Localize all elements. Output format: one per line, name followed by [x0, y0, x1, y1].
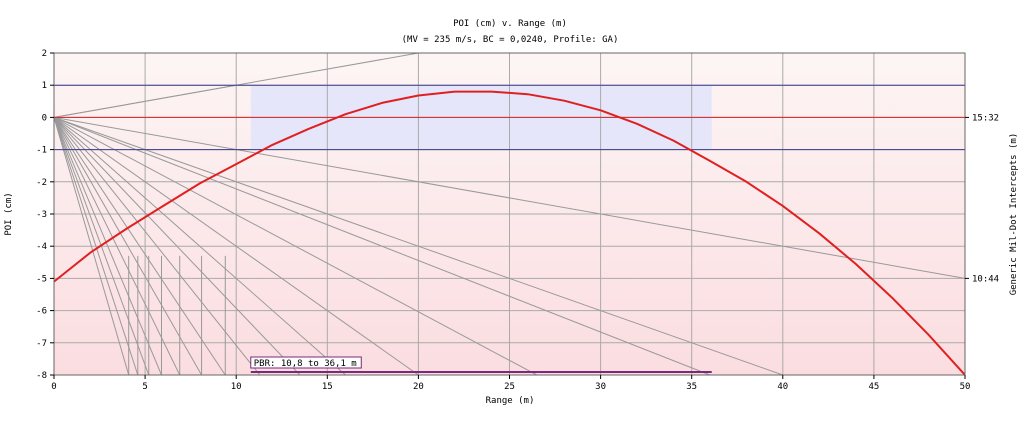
y-tick-label: -4 — [36, 242, 47, 252]
mil-dot-line — [54, 116, 419, 375]
mil-dot-line — [54, 84, 237, 118]
mil-dot-line — [54, 117, 181, 375]
mil-dot-line — [54, 117, 301, 375]
mil-dot-line — [54, 117, 346, 375]
axis-ticks: 0 5 10 15 20 25 30 35 40 45 50210-1-2-3-4-5-6-7-81… — [36, 49, 999, 392]
mil-dot-line — [54, 117, 130, 375]
zone-lines — [54, 84, 965, 151]
y-tick-label: -8 — [36, 371, 47, 381]
pbr-marker: PBR: 10,8 to 36,1 m — [250, 356, 712, 373]
mil-dot-line — [54, 117, 226, 375]
y-tick-label: -5 — [36, 274, 47, 284]
x-tick-label: 5 — [142, 382, 147, 392]
mil-dot-line — [54, 116, 711, 375]
x-tick-label: 15 — [322, 382, 333, 392]
x-tick-label: 30 — [595, 382, 606, 392]
x-tick-label: 0 — [51, 382, 56, 392]
y2-axis-label: Generic Mil-Dot Intercepts (m) — [1009, 133, 1019, 296]
mil-dot-line — [54, 116, 538, 375]
y-tick-label: -3 — [36, 210, 47, 220]
y-tick-label: 1 — [42, 81, 47, 91]
pbr-label: PBR: 10,8 to 36,1 m — [254, 359, 357, 369]
trajectory-line — [54, 90, 965, 375]
y-tick-label: -7 — [36, 339, 47, 349]
x-axis-label: Range (m) — [486, 396, 535, 406]
y-tick-label: -6 — [36, 307, 47, 317]
y-tick-label: -1 — [36, 146, 47, 156]
x-tick-label: 20 — [413, 382, 424, 392]
x-tick-label: 25 — [504, 382, 515, 392]
y-tick-label: 0 — [42, 113, 47, 123]
mil-dot-line — [54, 117, 162, 375]
pbr-label-box — [250, 356, 362, 369]
x-tick-label: 50 — [960, 382, 971, 392]
y-tick-label: 2 — [42, 49, 47, 59]
mil-dot-intercept-label: 10:44 — [972, 274, 999, 284]
y-tick-label: -2 — [36, 178, 47, 188]
x-tick-label: 10 — [231, 382, 242, 392]
mil-dot-line — [54, 117, 203, 375]
mil-dot-intercept-label: 15:32 — [972, 113, 999, 123]
series-layer — [54, 90, 965, 375]
x-tick-label: 35 — [686, 382, 697, 392]
x-tick-label: 40 — [777, 382, 788, 392]
mil-dot-line — [54, 117, 139, 375]
mil-dot-line — [54, 116, 783, 375]
mil-dot-line — [54, 116, 965, 279]
x-tick-label: 45 — [868, 382, 879, 392]
chart-title: POI (cm) v. Range (m) — [453, 19, 567, 29]
y-axis-label: POI (cm) — [4, 192, 14, 235]
chart-subtitle: (MV = 235 m/s, BC = 0,0240, Profile: GA) — [402, 35, 619, 45]
